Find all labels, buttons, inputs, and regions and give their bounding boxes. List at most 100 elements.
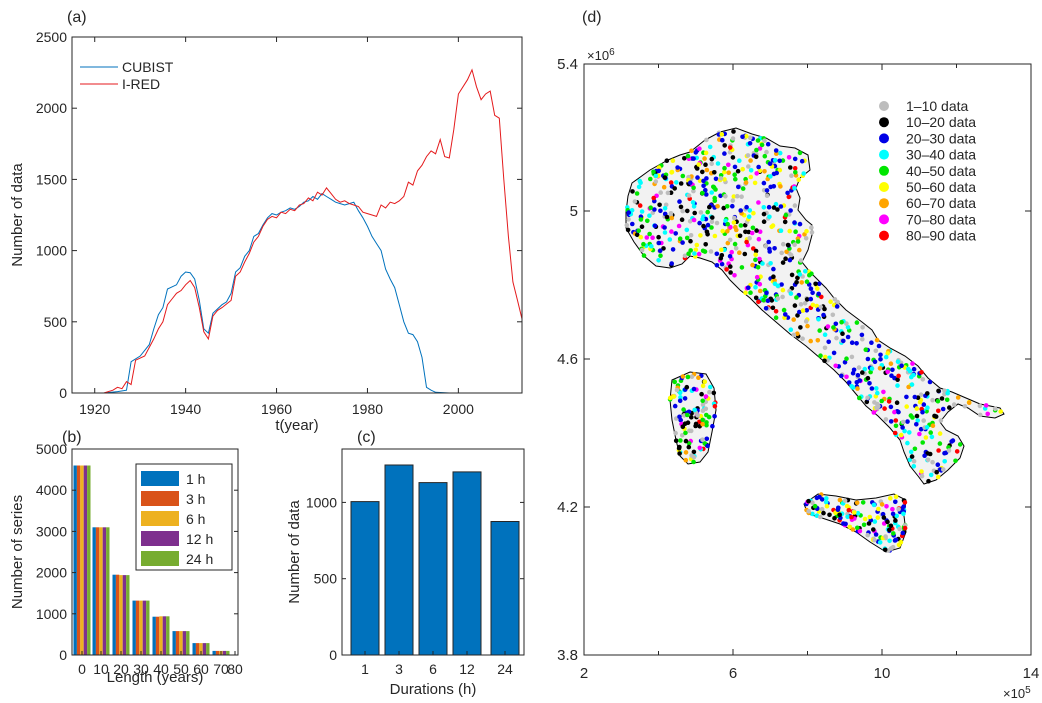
station-point [747,208,753,213]
bar-12h [102,527,107,655]
legend-label: 20–30 data [906,130,976,146]
station-point [725,229,730,234]
station-point [724,267,729,272]
station-point [879,398,884,404]
station-point [685,374,691,380]
station-point [785,242,791,248]
station-point [855,510,861,516]
station-point [712,233,718,239]
station-point [676,223,682,229]
station-point [837,512,842,518]
station-point [756,299,761,305]
station-point [844,503,850,509]
station-point [691,217,697,223]
station-point [808,338,813,344]
station-point [887,527,892,533]
bar-6h [119,575,123,655]
station-point [742,251,748,257]
bar-12h [202,643,207,655]
station-point [872,537,877,543]
station-point [861,522,867,528]
station-point [809,225,814,230]
station-point [678,395,683,400]
series-line-i-red [72,68,523,394]
station-point [746,214,752,219]
station-point [732,215,737,221]
station-point [877,540,883,545]
station-point [662,225,667,230]
panel-c: (c) 0 500 1000 1 3 6 12 24 Durations (h) Number… [286,429,525,698]
station-point [817,494,822,500]
station-point [701,183,706,189]
station-point [735,168,741,174]
station-point [933,414,939,419]
station-point [668,180,674,185]
station-point [753,295,759,301]
panel-a-label: (a) [67,9,87,26]
station-point [634,191,640,196]
station-point [680,424,686,430]
station-point [731,129,736,134]
station-point [696,162,702,167]
station-point [828,299,833,305]
station-point [927,451,933,457]
station-point [682,396,688,401]
station-point [804,279,810,285]
panel-b-xlabel: Length (years) [107,669,204,686]
station-point [938,418,944,423]
legend-label-ired: I-RED [122,76,160,92]
station-point [992,406,998,412]
station-point [743,290,748,296]
station-point [684,235,690,241]
station-point [715,204,720,209]
station-point [722,177,727,182]
station-point [739,194,744,199]
station-point [818,514,823,520]
station-point [700,190,705,196]
station-point [737,158,742,163]
legend-label: 60–70 data [906,195,976,211]
station-point [867,381,872,386]
station-point [702,379,708,385]
station-point [911,459,917,464]
station-point [743,180,749,185]
station-point [819,506,825,512]
y-tick-label: 1000 [306,494,337,510]
station-point [841,338,846,344]
station-point [703,242,708,247]
station-point [998,409,1003,414]
station-point [691,204,697,209]
station-point [782,219,788,225]
station-point [714,220,720,226]
bar-24h [106,527,110,655]
station-point [773,309,779,314]
x-tick-label: 80 [227,661,243,677]
station-point [873,348,879,354]
station-point [756,164,761,170]
station-point [803,236,809,241]
station-point [638,234,644,240]
panel-d: (d) 2 6 10 14 3.8 4.2 4.6 5 5.4 ×106 ×105 1–10 d… [557,9,1039,701]
station-point [871,527,876,532]
station-point [686,193,692,198]
station-point [778,204,784,209]
station-point [669,229,674,234]
station-point [714,251,720,257]
station-point [662,230,668,235]
station-point [680,433,685,438]
station-point [800,308,806,313]
station-point [705,443,710,449]
station-point [667,237,673,242]
station-point [854,500,860,506]
station-point [835,507,841,513]
legend-marker [879,133,889,144]
station-point [815,338,821,343]
station-point [750,262,755,268]
station-point [855,386,860,391]
station-point [683,457,689,463]
station-point [864,399,870,405]
station-point [865,356,871,362]
station-point [728,270,733,275]
station-point [983,403,989,408]
